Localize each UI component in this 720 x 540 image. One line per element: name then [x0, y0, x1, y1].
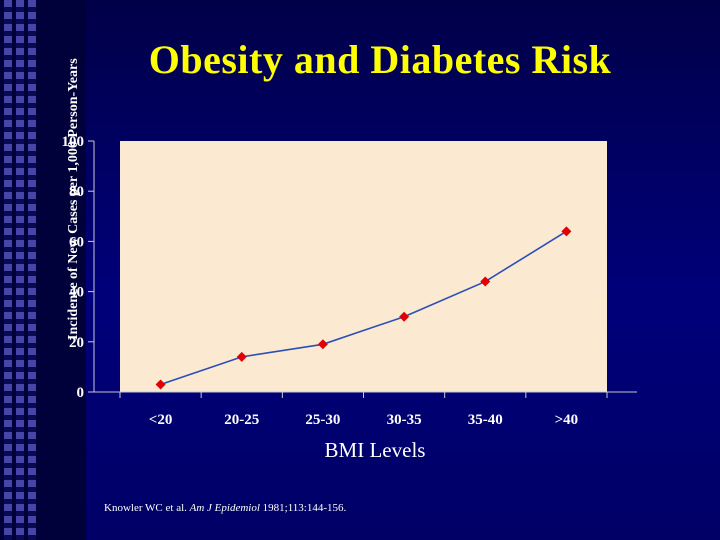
checker-decoration — [4, 0, 12, 540]
citation-authors: Knowler WC et al. — [104, 502, 187, 514]
data-point — [480, 276, 491, 287]
data-point — [317, 339, 328, 350]
citation-details: 1981;113:144-156. — [262, 502, 347, 514]
data-point — [399, 311, 410, 322]
side-decoration — [0, 0, 86, 540]
y-tick-label: 0 — [77, 385, 85, 401]
series-line — [160, 230, 567, 386]
citation: Knowler WC et al. Am J Epidemiol 1981;11… — [104, 502, 346, 514]
x-tick-label: 25-30 — [305, 412, 340, 428]
x-axis-label: BMI Levels — [324, 438, 426, 462]
plot-area — [120, 141, 607, 392]
data-point — [561, 226, 572, 237]
y-tick-label: 80 — [69, 184, 84, 200]
data-point — [155, 379, 166, 390]
x-tick-label: <20 — [149, 412, 173, 428]
slide-title: Obesity and Diabetes Risk — [148, 37, 612, 82]
checker-decoration — [28, 0, 36, 540]
citation-journal: Am J Epidemiol — [189, 502, 260, 514]
y-tick-label: 20 — [69, 335, 84, 351]
x-tick-label: 20-25 — [224, 412, 259, 428]
y-tick-label: 40 — [69, 285, 84, 301]
checker-decoration — [16, 0, 24, 540]
y-tick-label: 60 — [69, 234, 84, 250]
y-axis-label: Incidence of New Cases per 1,000 Person-… — [66, 58, 81, 340]
x-tick-label: 35-40 — [468, 412, 503, 428]
data-point — [236, 351, 247, 362]
x-tick-label: 30-35 — [387, 412, 422, 428]
x-tick-label: >40 — [555, 412, 579, 428]
y-tick-label: 100 — [62, 134, 85, 150]
